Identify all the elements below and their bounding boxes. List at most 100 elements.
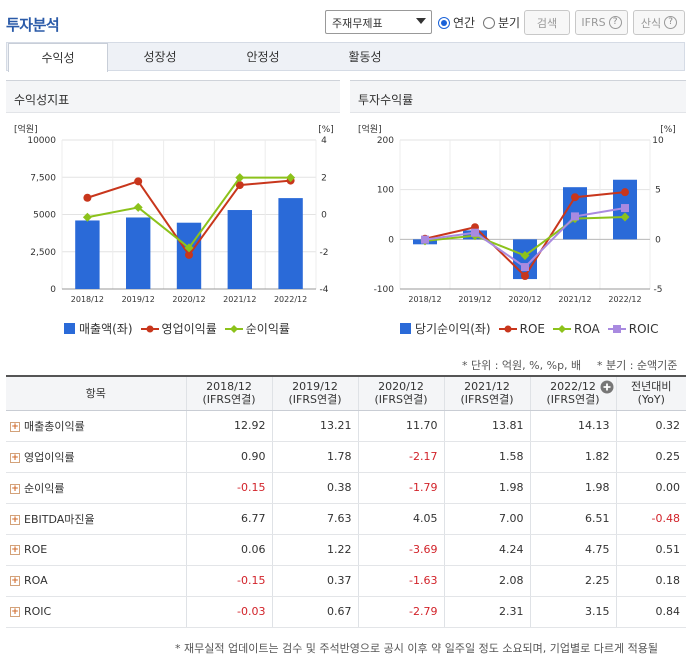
data-point xyxy=(235,181,244,190)
column-basis: (IFRS연결) xyxy=(460,393,514,407)
data-point xyxy=(520,251,530,261)
column-year: 2020/12 xyxy=(378,380,424,394)
value-cell: 0.25 xyxy=(615,441,686,473)
expand-icon[interactable]: + xyxy=(10,483,20,494)
legend-label: 매출액(좌) xyxy=(79,322,133,336)
radio-annual[interactable]: 연간 xyxy=(438,14,475,31)
data-point xyxy=(571,193,579,202)
data-point xyxy=(621,188,629,197)
expand-icon[interactable]: + xyxy=(10,576,20,586)
value-cell: 1.78 xyxy=(271,441,358,473)
add-column-icon[interactable] xyxy=(600,380,614,394)
table-row: + ROIC -0.03 0.67 -2.79 2.31 3.15 0.84 xyxy=(6,596,686,628)
column-basis: (YoY) xyxy=(637,393,665,407)
value-cell: -2.17 xyxy=(357,441,444,473)
help-icon: ? xyxy=(664,16,678,29)
legend-swatch xyxy=(400,323,411,334)
value-cell: 1.58 xyxy=(443,441,530,473)
table-row: + ROE 0.06 1.22 -3.69 4.24 4.75 0.51 xyxy=(6,534,686,566)
value-cell: 2.31 xyxy=(443,596,530,628)
data-point xyxy=(521,271,529,280)
y-tick-label: 0 xyxy=(388,235,394,245)
y-tick-label: 0 xyxy=(50,285,56,295)
data-point xyxy=(82,212,92,222)
radio-quarter[interactable]: 분기 xyxy=(483,14,520,31)
chart-grid xyxy=(61,139,317,290)
unit-note: * 단위 : 억원, %, %p, 배 xyxy=(462,359,582,372)
legend-item: 영업이익률 xyxy=(140,320,217,337)
x-tick-label: 2020/12 xyxy=(172,295,205,304)
x-tick-label: 2021/12 xyxy=(558,295,591,304)
expand-icon[interactable]: + xyxy=(10,452,20,463)
row-label: ROIC xyxy=(24,605,52,618)
expand-icon[interactable]: + xyxy=(10,514,20,525)
value-cell: 0.67 xyxy=(271,596,358,628)
table-row: + 영업이익률 0.90 1.78 -2.17 1.58 1.82 0.25 xyxy=(6,441,686,473)
legend-item: ROE xyxy=(498,321,545,336)
search-button[interactable]: 검색 xyxy=(524,10,570,35)
row-label-cell[interactable]: + ROE xyxy=(6,534,186,566)
legend-item: 순이익률 xyxy=(224,320,290,337)
column-header-item: 항목 xyxy=(6,375,186,411)
x-tick-label: 2018/12 xyxy=(71,295,104,304)
column-basis: (IFRS연결) xyxy=(202,393,256,407)
y-tick-label: 10 xyxy=(652,136,664,146)
x-tick-label: 2019/12 xyxy=(458,295,491,304)
data-point xyxy=(421,235,429,244)
tab-stability[interactable]: 안정성 xyxy=(213,43,313,71)
legend-label: ROE xyxy=(519,321,545,336)
radio-unchecked-icon xyxy=(483,16,495,29)
return-chart: [억원] [%] 200 100 0 -100 10 5 0 -5 2018/1… xyxy=(358,123,676,304)
tab-label: 안정성 xyxy=(246,50,280,64)
value-cell: 0.90 xyxy=(185,441,272,473)
statement-select[interactable]: 주재무제표 xyxy=(325,10,432,34)
value-cell: -0.48 xyxy=(615,503,686,535)
legend-item: 매출액(좌) xyxy=(64,320,133,337)
chart-legend-profitability: 매출액(좌) 영업이익률 순이익률 xyxy=(64,320,298,337)
row-label-cell[interactable]: + 순이익률 xyxy=(6,472,186,504)
value-cell: 7.63 xyxy=(271,503,358,535)
search-button-label: 검색 xyxy=(536,16,558,30)
value-cell: -1.63 xyxy=(357,565,444,597)
legend-line-marker xyxy=(552,324,571,333)
tab-profitability[interactable]: 수익성 xyxy=(8,43,108,72)
y-tick-label: 5000 xyxy=(33,211,56,221)
ifrs-button[interactable]: IFRS ? xyxy=(575,10,628,35)
y-tick-label: 7,500 xyxy=(30,173,56,183)
y-tick-label: 4 xyxy=(321,136,327,146)
value-cell: -0.15 xyxy=(185,565,272,597)
tab-label: 성장성 xyxy=(143,50,177,64)
table-row: + ROA -0.15 0.37 -1.63 2.08 2.25 0.18 xyxy=(6,565,686,597)
panel-title: 투자수익률 xyxy=(358,93,414,107)
expand-icon[interactable]: + xyxy=(10,545,20,555)
expand-icon[interactable]: + xyxy=(10,607,20,617)
row-label-cell[interactable]: + EBITDA마진율 xyxy=(6,503,186,535)
ifrs-button-label: IFRS xyxy=(581,16,606,29)
expand-icon[interactable]: + xyxy=(10,421,20,432)
column-year: 2021/12 xyxy=(464,380,510,394)
data-point xyxy=(134,177,143,186)
row-label-cell[interactable]: + 매출총이익률 xyxy=(6,410,186,442)
row-label: EBITDA마진율 xyxy=(24,512,95,526)
tab-bar xyxy=(6,42,685,71)
value-cell: -1.79 xyxy=(357,472,444,504)
value-cell: 1.82 xyxy=(529,441,616,473)
column-header: 2021/12 (IFRS연결) xyxy=(443,375,530,411)
row-label-cell[interactable]: + 영업이익률 xyxy=(6,441,186,473)
legend-line-marker xyxy=(498,325,517,332)
data-point xyxy=(184,243,194,253)
data-point xyxy=(83,193,92,202)
chart-legend-return: 당기순이익(좌) ROE ROA ROIC xyxy=(400,320,666,337)
row-label: 영업이익률 xyxy=(24,450,75,464)
row-label-cell[interactable]: + ROA xyxy=(6,565,186,597)
value-cell: 13.21 xyxy=(271,410,358,442)
value-cell: 0.18 xyxy=(615,565,686,597)
value-cell: 0.00 xyxy=(615,472,686,504)
value-cell: 12.92 xyxy=(185,410,272,442)
formula-button[interactable]: 산식 ? xyxy=(633,10,685,35)
x-tick-label: 2022/12 xyxy=(274,295,307,304)
row-label-cell[interactable]: + ROIC xyxy=(6,596,186,628)
tab-activity[interactable]: 활동성 xyxy=(315,43,415,71)
tab-growth[interactable]: 성장성 xyxy=(110,43,210,71)
legend-line-marker xyxy=(224,324,243,333)
